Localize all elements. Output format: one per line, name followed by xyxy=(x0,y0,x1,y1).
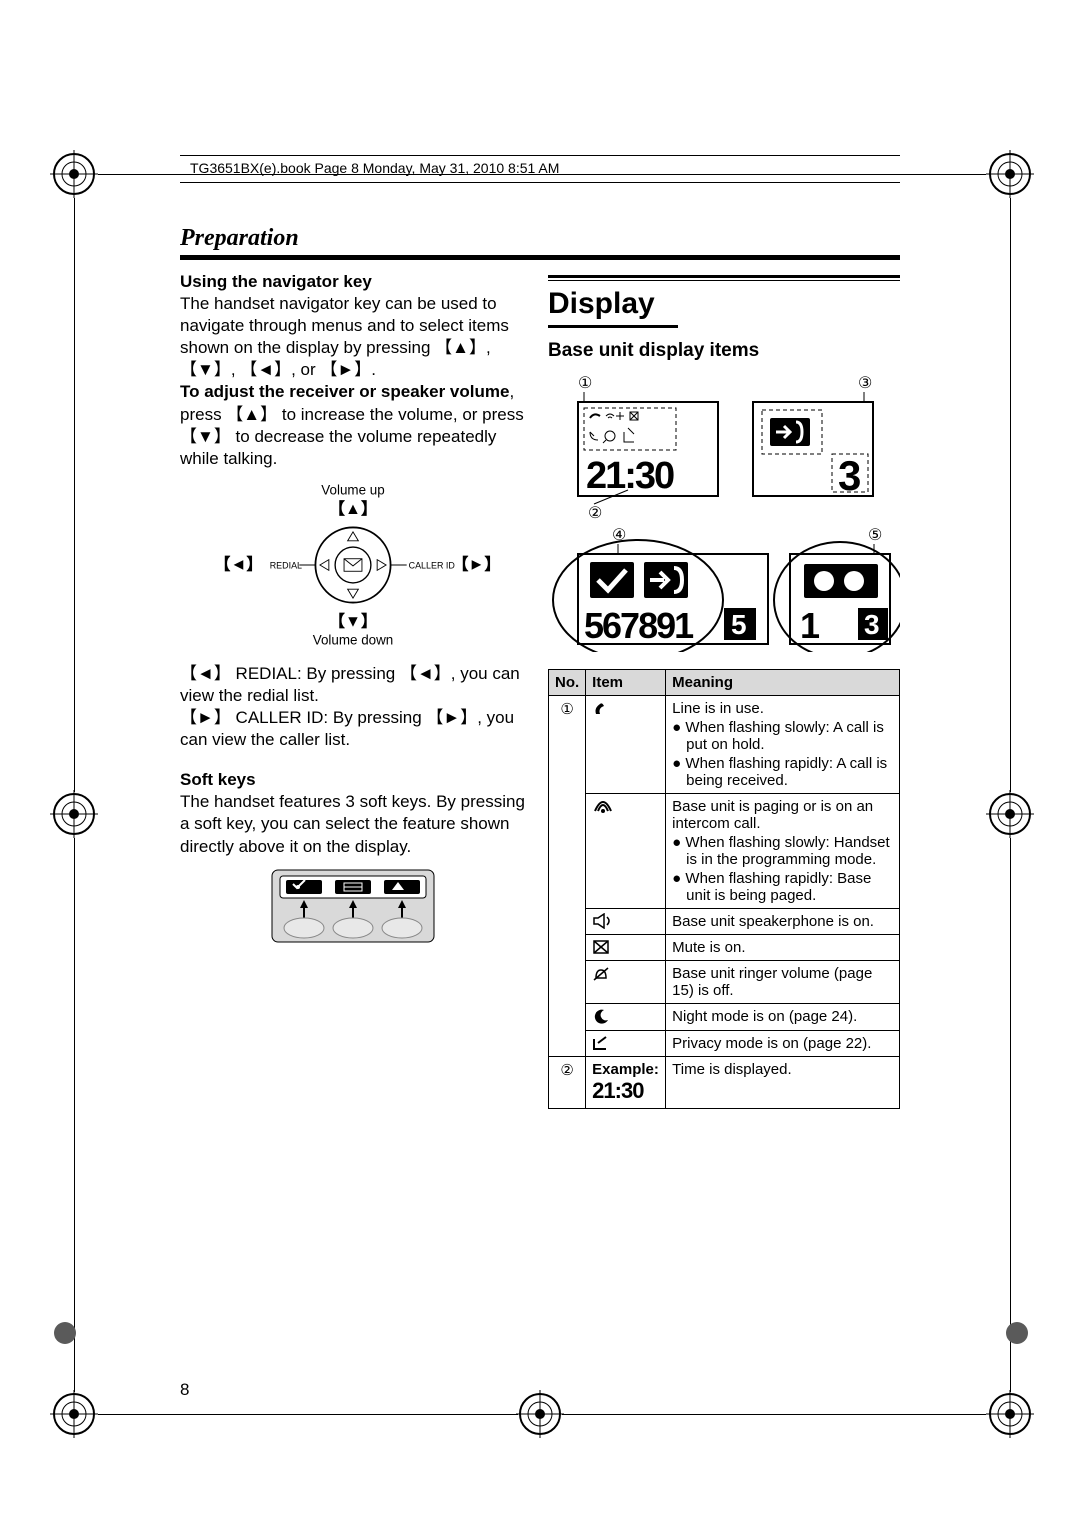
table-row: Privacy mode is on (page 22). xyxy=(549,1031,900,1057)
reg-line-right-bot xyxy=(1010,838,1011,1392)
table-row: Base unit ringer volume (page 15) is off… xyxy=(549,961,900,1004)
soft-keys-heading: Soft keys xyxy=(180,769,526,791)
ringer-off-icon xyxy=(586,961,666,1004)
bullet: When flashing rapidly: Base unit is bein… xyxy=(672,870,893,904)
meaning-cell: Base unit is paging or is on an intercom… xyxy=(666,794,900,909)
bullet: When flashing slowly: Handset is in the … xyxy=(672,834,893,868)
callerid-small: CALLER ID xyxy=(409,560,456,570)
meaning-cell: Base unit ringer volume (page 15) is off… xyxy=(666,961,900,1004)
svg-text:②: ② xyxy=(588,505,602,522)
th-meaning: Meaning xyxy=(666,670,900,696)
reg-line-left-bot xyxy=(74,838,75,1392)
adjust-bold: To adjust the receiver or speaker volume xyxy=(180,382,509,401)
reg-line-right-top xyxy=(1010,198,1011,792)
svg-text:21:30: 21:30 xyxy=(586,455,674,497)
right-column: Display Base unit display items ① ③ xyxy=(548,271,900,1109)
soft-keys-diagram xyxy=(268,866,438,946)
volume-up-label: Volume up xyxy=(321,482,384,497)
navigator-svg: Volume up 【▲】 【◄】 REDIAL xyxy=(193,480,513,650)
left-column: Using the navigator key The handset navi… xyxy=(180,271,526,946)
svg-text:③: ③ xyxy=(858,375,872,392)
svg-text:【▼】: 【▼】 xyxy=(329,613,377,631)
meaning-cell: Night mode is on (page 24). xyxy=(666,1004,900,1031)
example-time: 21:30 xyxy=(592,1078,643,1103)
cell-no-1: ① xyxy=(560,700,573,718)
reg-mark-tr xyxy=(986,150,1034,198)
display-under xyxy=(548,325,678,328)
meaning-cell: Mute is on. xyxy=(666,935,900,961)
cell-no-2: ② xyxy=(560,1061,573,1079)
nav-heading: Using the navigator key xyxy=(180,271,526,293)
reg-mark-bc xyxy=(516,1390,564,1438)
svg-text:①: ① xyxy=(578,375,592,392)
reg-mark-bl xyxy=(50,1390,98,1438)
table-row: Night mode is on (page 24). xyxy=(549,1004,900,1031)
reg-mark-tl xyxy=(50,150,98,198)
display-title: Display xyxy=(548,287,900,321)
adjust-para: To adjust the receiver or speaker volume… xyxy=(180,381,526,469)
dark-dot-l xyxy=(54,1322,76,1344)
example-cell: Example: 21:30 xyxy=(586,1057,666,1109)
table-row: ① Line is in use. When flashing slowly: … xyxy=(549,696,900,794)
display-top-thick xyxy=(548,275,900,278)
navigator-diagram: Volume up 【▲】 【◄】 REDIAL xyxy=(180,480,526,655)
table-row: ② Example: 21:30 Time is displayed. xyxy=(549,1057,900,1109)
redial-line: 【◄】 REDIAL: By pressing 【◄】, you can vie… xyxy=(180,663,526,707)
running-header: TG3651BX(e).book Page 8 Monday, May 31, … xyxy=(190,160,559,176)
reg-line-bottom-l xyxy=(98,1414,518,1415)
svg-text:567891: 567891 xyxy=(584,605,694,646)
section-title: Preparation xyxy=(180,225,299,252)
soft-keys-para: The handset features 3 soft keys. By pre… xyxy=(180,791,526,857)
display-items-table: No. Item Meaning ① Line is in use. When … xyxy=(548,669,900,1109)
antenna-icon xyxy=(586,794,666,909)
svg-text:⑤: ⑤ xyxy=(868,527,882,544)
mute-icon xyxy=(586,935,666,961)
section-underline xyxy=(180,255,900,260)
bullet: When flashing rapidly: A call is being r… xyxy=(672,755,893,789)
meaning-lead: Line is in use. xyxy=(672,700,764,717)
dark-dot-r xyxy=(1006,1322,1028,1344)
reg-mark-mr xyxy=(986,790,1034,838)
reg-line-bottom-r xyxy=(562,1414,986,1415)
th-item: Item xyxy=(586,670,666,696)
nav-para: The handset navigator key can be used to… xyxy=(180,293,526,381)
reg-mark-ml xyxy=(50,790,98,838)
th-no: No. xyxy=(549,670,586,696)
svg-text:5: 5 xyxy=(731,609,747,640)
svg-text:【►】: 【►】 xyxy=(452,555,500,573)
handset-icon xyxy=(586,696,666,794)
meaning-lead: Base unit is paging or is on an intercom… xyxy=(672,798,873,832)
reg-mark-br xyxy=(986,1390,1034,1438)
page: TG3651BX(e).book Page 8 Monday, May 31, … xyxy=(0,0,1080,1528)
meaning-cell: Base unit speakerphone is on. xyxy=(666,909,900,935)
reg-line-left-top xyxy=(74,198,75,792)
base-unit-diagram: ① ③ xyxy=(548,372,900,657)
example-label: Example: xyxy=(592,1061,659,1078)
display-top-thin xyxy=(548,280,900,281)
meaning-cell: Privacy mode is on (page 22). xyxy=(666,1031,900,1057)
meaning-cell: Time is displayed. xyxy=(666,1057,900,1109)
night-icon xyxy=(586,1004,666,1031)
table-row: Base unit is paging or is on an intercom… xyxy=(549,794,900,909)
header-rule-top xyxy=(180,155,900,156)
svg-text:1: 1 xyxy=(800,605,820,646)
volume-down-label: Volume down xyxy=(313,632,394,647)
meaning-cell: Line is in use. When flashing slowly: A … xyxy=(666,696,900,794)
header-rule-bot xyxy=(180,182,900,183)
table-row: Mute is on. xyxy=(549,935,900,961)
table-row: Base unit speakerphone is on. xyxy=(549,909,900,935)
svg-text:【◄】: 【◄】 xyxy=(214,555,262,573)
svg-text:【▲】: 【▲】 xyxy=(329,500,377,518)
bullet: When flashing slowly: A call is put on h… xyxy=(672,719,893,753)
svg-text:3: 3 xyxy=(864,609,880,640)
redial-small: REDIAL xyxy=(270,560,302,570)
speaker-icon xyxy=(586,909,666,935)
svg-text:3: 3 xyxy=(838,452,861,499)
base-subhead: Base unit display items xyxy=(548,340,900,362)
table-header-row: No. Item Meaning xyxy=(549,670,900,696)
page-number: 8 xyxy=(180,1380,189,1400)
privacy-icon xyxy=(586,1031,666,1057)
callerid-line: 【►】 CALLER ID: By pressing 【►】, you can … xyxy=(180,707,526,751)
